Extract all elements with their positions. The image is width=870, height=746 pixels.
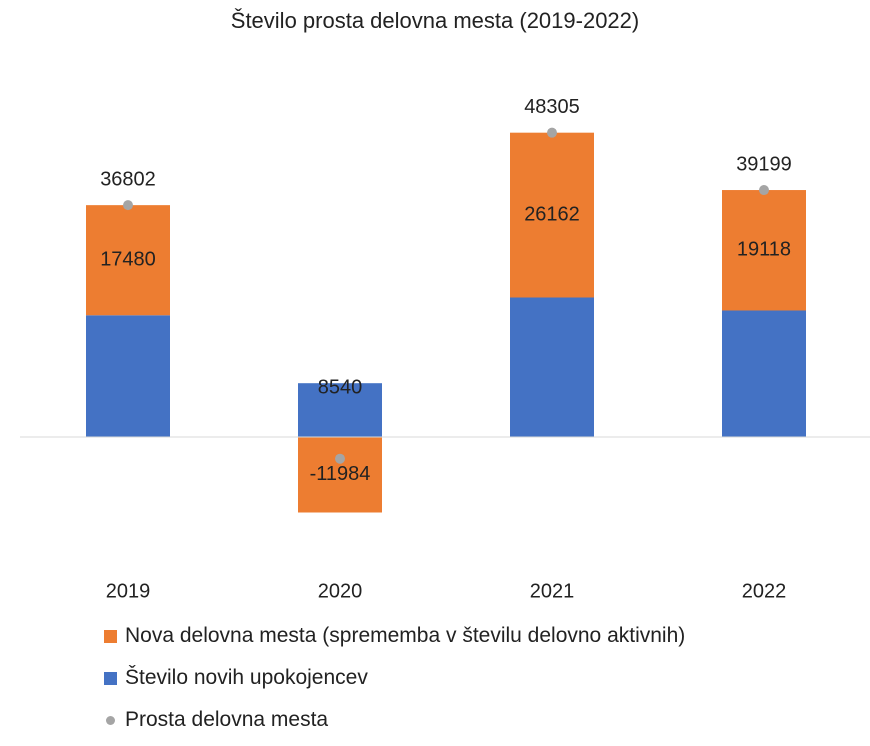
data-label-nova-mesta-2019: 17480 xyxy=(100,248,156,270)
legend: Nova delovna mesta (sprememba v številu … xyxy=(104,620,685,746)
legend-item-prosta-delovna-mesta: Prosta delovna mesta xyxy=(104,704,685,736)
legend-label: Število novih upokojencev xyxy=(125,666,368,689)
bar-nova-mesta-2021 xyxy=(510,132,594,298)
bar-upokojenci-2020 xyxy=(298,383,382,437)
legend-item-novi-upokojenci: Število novih upokojencev xyxy=(104,662,685,694)
bar-nova-mesta-2020 xyxy=(298,437,382,513)
legend-swatch-blue xyxy=(104,671,117,685)
point-prosta-mesta-2022 xyxy=(759,185,769,196)
data-label-prosta-mesta-2022: 39199 xyxy=(736,153,792,175)
point-prosta-mesta-2021 xyxy=(547,127,557,138)
point-prosta-mesta-2020 xyxy=(335,453,345,464)
data-label-prosta-mesta-2021: 48305 xyxy=(524,96,580,118)
x-tick-label-2021: 2021 xyxy=(530,580,575,600)
legend-item-nova-delovna-mesta: Nova delovna mesta (sprememba v številu … xyxy=(104,620,685,652)
x-tick-label-2019: 2019 xyxy=(106,580,151,600)
legend-swatch-orange xyxy=(104,629,117,643)
bar-nova-mesta-2022 xyxy=(722,190,806,311)
x-tick-label-2022: 2022 xyxy=(742,580,787,600)
x-tick-label-2020: 2020 xyxy=(318,580,363,600)
data-label-nova-mesta-2022: 19118 xyxy=(737,239,791,261)
data-label-nova-mesta-2020: -11984 xyxy=(310,463,371,485)
bar-nova-mesta-2019 xyxy=(86,205,170,316)
bar-upokojenci-2021 xyxy=(510,297,594,437)
data-label-prosta-mesta-2019: 36802 xyxy=(100,168,156,190)
data-label-upokojenci-2020: 8540 xyxy=(318,376,363,398)
stacked-bar-chart: 17480 8540 -11984 26162 19118 36802 48305 39199… xyxy=(20,96,870,600)
legend-marker-gray xyxy=(106,715,115,725)
bar-upokojenci-2019 xyxy=(86,315,170,437)
legend-label: Nova delovna mesta (sprememba v številu … xyxy=(125,624,686,647)
point-prosta-mesta-2019 xyxy=(123,200,133,211)
legend-label: Prosta delovna mesta xyxy=(125,708,329,731)
data-label-nova-mesta-2021: 26162 xyxy=(524,203,580,225)
chart-title: Število prosta delovna mesta (2019-2022) xyxy=(230,8,640,33)
bar-upokojenci-2022 xyxy=(722,310,806,437)
